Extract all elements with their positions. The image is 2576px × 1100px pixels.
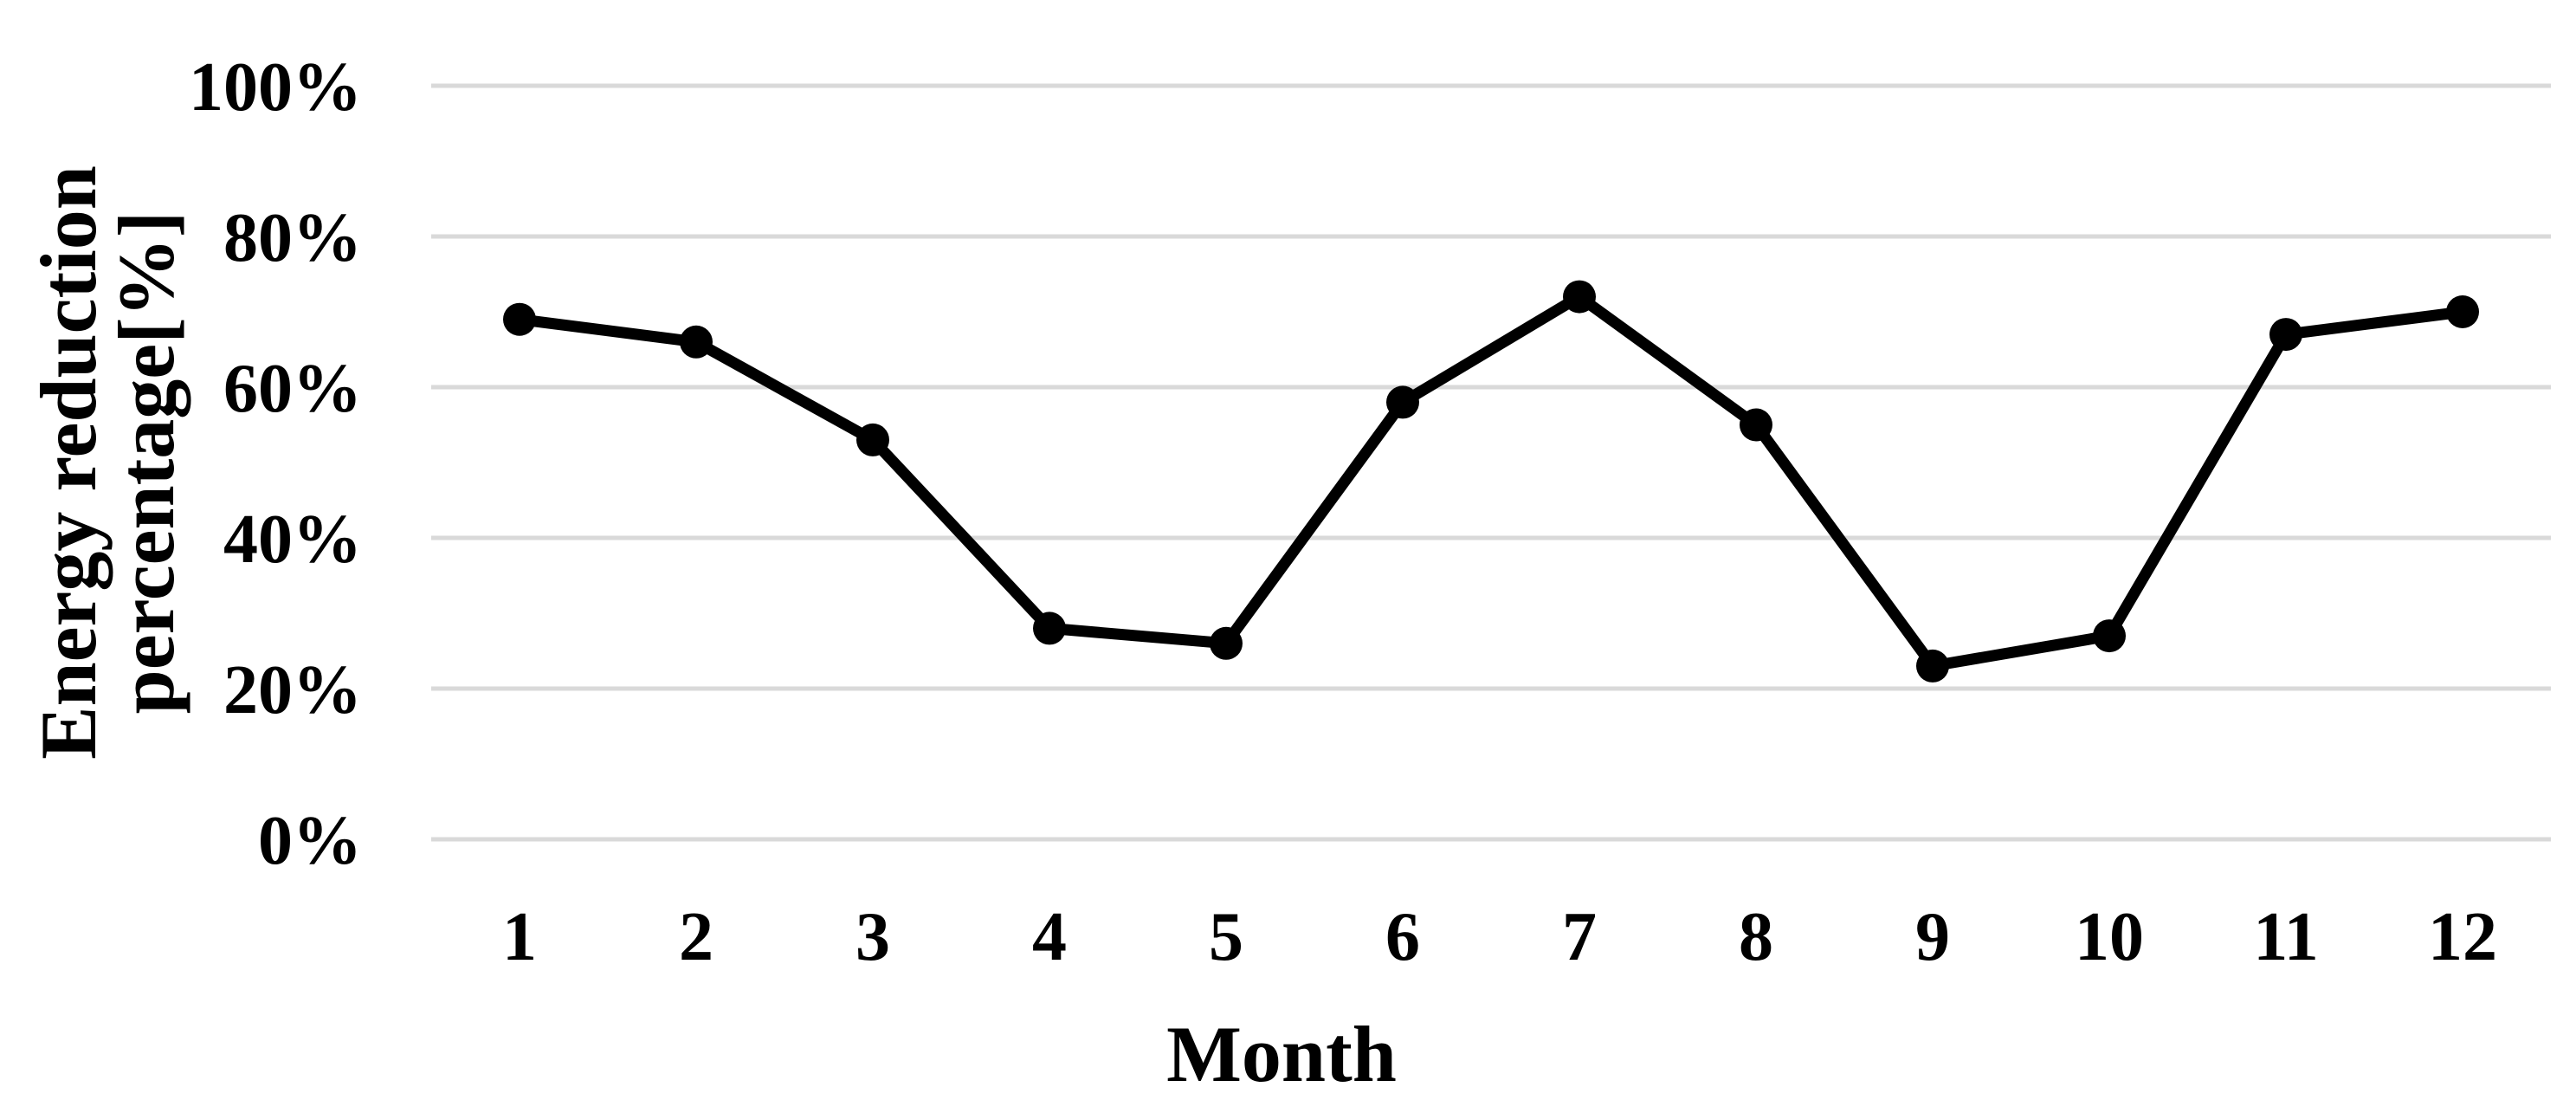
x-tick-label: 12: [2428, 899, 2497, 975]
data-point-marker: [680, 325, 713, 359]
x-axis-title: Month: [1166, 1010, 1397, 1098]
data-point-marker: [856, 423, 889, 456]
x-tick-label: 8: [1739, 899, 1773, 975]
y-axis-title: Energy reduction percentage[%]: [24, 0, 191, 939]
y-axis-title-line-2: percentage[%]: [102, 210, 191, 715]
data-point-marker: [1916, 649, 1949, 683]
x-tick-label: 6: [1385, 899, 1420, 975]
x-tick-label: 1: [502, 899, 537, 975]
y-axis-tick-labels: 100% 80% 60% 40% 20% 0%: [189, 49, 362, 879]
x-tick-label: 2: [679, 899, 713, 975]
data-point-markers: [503, 280, 2479, 683]
data-point-marker: [1740, 408, 1772, 442]
series-line: [513, 291, 2469, 672]
x-tick-label: 11: [2253, 899, 2319, 975]
y-tick-label: 60%: [223, 351, 362, 427]
x-tick-label: 7: [1562, 899, 1597, 975]
data-point-marker: [1033, 611, 1066, 645]
data-point-marker: [2269, 318, 2302, 352]
y-tick-label: 40%: [223, 501, 362, 578]
x-tick-label: 5: [1209, 899, 1243, 975]
y-tick-label: 100%: [189, 49, 362, 126]
y-axis-title-line-1: Energy reduction: [24, 165, 113, 760]
x-tick-label: 9: [1915, 899, 1950, 975]
x-axis-tick-labels: 1 2 3 4 5 6 7 8 9 10 11 12: [502, 899, 2497, 975]
data-point-marker: [503, 302, 536, 336]
data-point-marker: [2446, 295, 2479, 328]
x-tick-label: 3: [855, 899, 890, 975]
x-tick-label: 4: [1032, 899, 1067, 975]
y-tick-label: 0%: [258, 803, 362, 879]
data-point-marker: [2093, 619, 2126, 653]
data-point-marker: [1210, 626, 1243, 660]
y-tick-label: 20%: [223, 652, 362, 728]
data-point-marker: [1386, 385, 1419, 419]
gridlines-group: [431, 83, 2551, 842]
data-point-marker: [1563, 280, 1596, 314]
y-tick-label: 80%: [223, 200, 362, 276]
x-tick-label: 10: [2075, 899, 2144, 975]
